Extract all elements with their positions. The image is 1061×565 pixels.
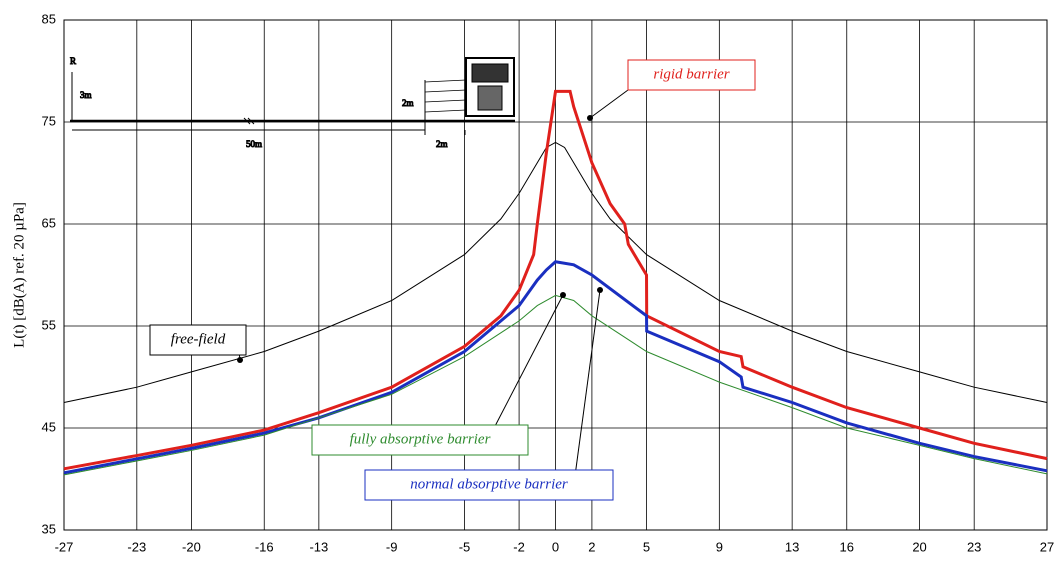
- annotation-arrowhead: [597, 287, 603, 293]
- y-tick-label: 65: [42, 215, 56, 230]
- y-tick-label: 85: [42, 11, 56, 26]
- annotation-box: [627, 59, 756, 91]
- series-line: [63, 294, 1048, 476]
- annotation-box: [311, 424, 529, 456]
- annotation-arrowhead: [560, 292, 566, 298]
- x-tick-label: -2: [513, 539, 525, 554]
- plot-frame: [63, 19, 1048, 531]
- break-mark: [243, 117, 255, 125]
- y-tick-label: 75: [42, 113, 56, 128]
- annotation-label: normal absorptive barrier: [410, 476, 568, 492]
- annotation-box: [149, 324, 247, 356]
- x-tick-label: -5: [459, 539, 471, 554]
- diagram-label: R: [70, 56, 76, 66]
- x-tick-label: 2: [588, 539, 595, 554]
- diagram-label: 2m: [402, 98, 414, 108]
- series-line: [63, 89, 1048, 471]
- annotation-label: fully absorptive barrier: [350, 431, 491, 447]
- x-tick-label: 0: [552, 539, 559, 554]
- x-tick-label: -13: [309, 539, 328, 554]
- truck-window: [471, 63, 509, 83]
- x-tick-label: 16: [840, 539, 854, 554]
- x-tick-label: 23: [967, 539, 981, 554]
- diagram-label: 2m: [436, 139, 448, 149]
- x-tick-label: -16: [255, 539, 274, 554]
- x-tick-label: -23: [127, 539, 146, 554]
- scene-diagram: R 3m 2m 50m 2m: [70, 56, 515, 150]
- annotation-arrow: [575, 289, 601, 471]
- annotation-label: rigid barrier: [653, 66, 729, 82]
- x-tick-label: -9: [386, 539, 398, 554]
- annotation-arrow: [589, 89, 629, 119]
- diagram-label: 3m: [80, 90, 92, 100]
- y-tick-label: 55: [42, 317, 56, 332]
- annotation-label: free-field: [171, 331, 226, 347]
- truck: [465, 57, 515, 117]
- x-tick-label: 27: [1040, 539, 1054, 554]
- x-tick-label: 9: [716, 539, 723, 554]
- diagram-label: 50m: [246, 139, 262, 149]
- series-line: [63, 141, 1048, 403]
- x-tick-label: 5: [643, 539, 650, 554]
- annotation-arrowhead: [587, 115, 593, 121]
- y-tick-label: 35: [42, 521, 56, 536]
- y-tick-label: 45: [42, 419, 56, 434]
- x-tick-label: 13: [785, 539, 799, 554]
- x-tick-label: 20: [912, 539, 926, 554]
- annotation-arrowhead: [237, 357, 243, 363]
- y-axis-label: L(t) [dB(A) ref. 20 µPa]: [11, 202, 27, 348]
- x-tick-label: -20: [182, 539, 201, 554]
- annotation-arrow: [495, 294, 564, 426]
- truck-grille: [477, 85, 503, 111]
- annotation-box: [364, 469, 614, 501]
- sound-rays: [424, 79, 467, 113]
- series-line: [63, 260, 1048, 475]
- x-tick-label: -27: [55, 539, 74, 554]
